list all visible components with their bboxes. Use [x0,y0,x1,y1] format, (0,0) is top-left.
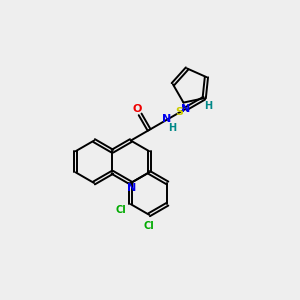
Text: Cl: Cl [116,205,127,215]
Text: H: H [168,122,176,133]
Text: S: S [175,107,183,117]
Text: H: H [205,101,213,111]
Text: N: N [162,114,172,124]
Text: N: N [127,183,136,193]
Text: N: N [181,104,190,114]
Text: O: O [132,104,142,114]
Text: Cl: Cl [144,221,154,231]
